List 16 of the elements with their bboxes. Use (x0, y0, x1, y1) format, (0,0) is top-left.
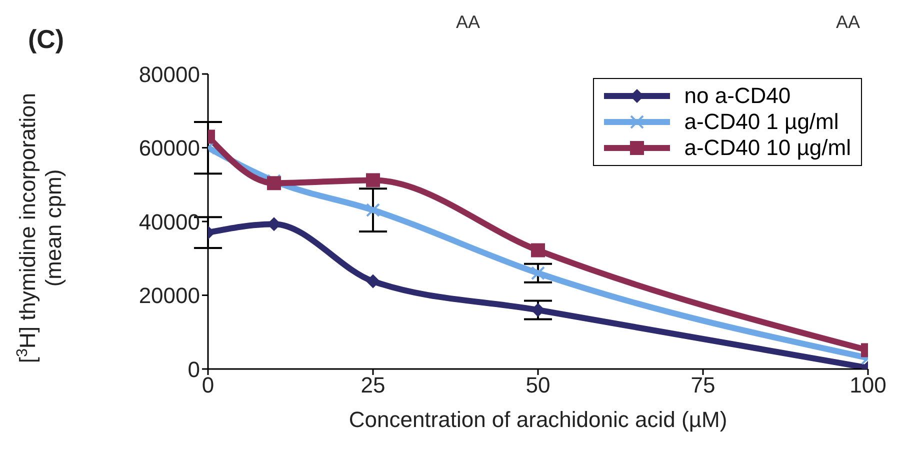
x-tick-label: 100 (850, 372, 886, 398)
y-tick-label: 20000 (138, 283, 200, 308)
legend-label: no a-CD40 (684, 83, 791, 109)
chart-title: (C) (28, 24, 64, 54)
text: AA (456, 12, 480, 32)
y-tick-label: 40000 (138, 209, 200, 234)
text: AA (836, 12, 860, 32)
y-tick-label: 0 (188, 356, 200, 382)
y-tick-label: 60000 (138, 136, 200, 161)
y-tick-label: 80000 (138, 62, 200, 87)
x-axis-title: Concentration of arachidonic acid (µM) (348, 407, 728, 432)
legend-label: a-CD40 10 µg/ml (684, 135, 851, 161)
legend-label: a-CD40 1 µg/ml (684, 109, 839, 135)
x-tick-label: 75 (690, 372, 716, 398)
x-tick-label: 25 (360, 372, 386, 398)
x-tick-label: 50 (526, 372, 550, 398)
